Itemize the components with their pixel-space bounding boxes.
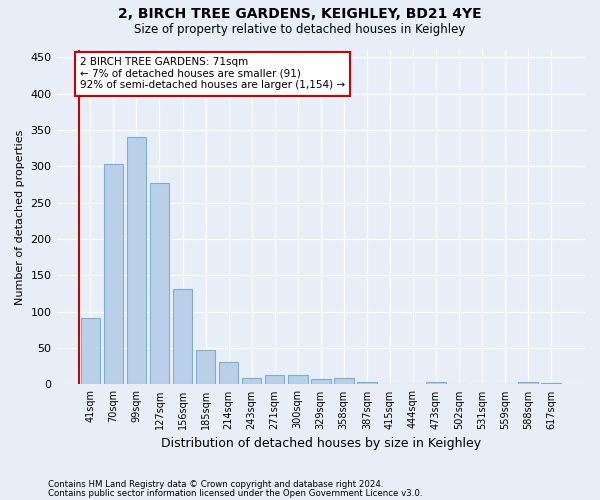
Bar	[334, 378, 353, 384]
Bar	[196, 350, 215, 384]
Bar	[127, 136, 146, 384]
Bar	[288, 375, 308, 384]
Bar	[173, 289, 193, 384]
Text: 2 BIRCH TREE GARDENS: 71sqm
← 7% of detached houses are smaller (91)
92% of semi: 2 BIRCH TREE GARDENS: 71sqm ← 7% of deta…	[80, 58, 345, 90]
Bar	[242, 378, 262, 384]
Bar	[357, 382, 377, 384]
Text: Size of property relative to detached houses in Keighley: Size of property relative to detached ho…	[134, 22, 466, 36]
Bar	[219, 362, 238, 384]
Bar	[265, 375, 284, 384]
Bar	[311, 378, 331, 384]
X-axis label: Distribution of detached houses by size in Keighley: Distribution of detached houses by size …	[161, 437, 481, 450]
Bar	[426, 382, 446, 384]
Bar	[104, 164, 123, 384]
Text: Contains public sector information licensed under the Open Government Licence v3: Contains public sector information licen…	[48, 489, 422, 498]
Text: 2, BIRCH TREE GARDENS, KEIGHLEY, BD21 4YE: 2, BIRCH TREE GARDENS, KEIGHLEY, BD21 4Y…	[118, 8, 482, 22]
Bar	[80, 318, 100, 384]
Bar	[518, 382, 538, 384]
Bar	[541, 383, 561, 384]
Y-axis label: Number of detached properties: Number of detached properties	[15, 130, 25, 305]
Text: Contains HM Land Registry data © Crown copyright and database right 2024.: Contains HM Land Registry data © Crown c…	[48, 480, 383, 489]
Bar	[149, 183, 169, 384]
